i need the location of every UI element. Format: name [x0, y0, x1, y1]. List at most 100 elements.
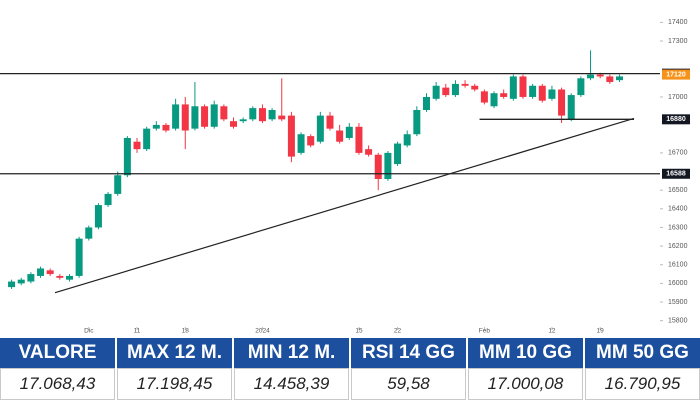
candle-body: [422, 96, 430, 110]
y-tick-label: 16100: [668, 262, 688, 269]
candle-body: [94, 205, 102, 228]
candle-body: [490, 93, 498, 107]
candle-body: [548, 89, 556, 99]
x-tick-label: 12: [548, 328, 556, 335]
candle-body: [27, 274, 35, 282]
candle-body: [509, 76, 517, 99]
candle-body: [606, 76, 614, 83]
candle-body: [500, 93, 508, 97]
table-header: VALORE: [0, 338, 115, 368]
candle-body: [480, 91, 488, 103]
candle-body: [577, 78, 585, 96]
x-tick-label: 19: [597, 328, 605, 335]
table-header: MAX 12 M.: [117, 338, 232, 368]
price-label: 17120: [666, 71, 686, 78]
candle-body: [355, 126, 363, 153]
y-tick-label: 15900: [668, 299, 688, 306]
candle-body: [181, 104, 189, 131]
candle-body: [258, 108, 266, 122]
candle-body: [451, 83, 459, 96]
price-label-box: [662, 168, 690, 179]
candle-body: [37, 268, 45, 276]
candle-body: [75, 238, 83, 276]
x-tick-label: 15: [355, 328, 363, 335]
candle-body: [85, 227, 93, 239]
candle-body: [287, 115, 295, 157]
y-tick-label: 17400: [668, 19, 688, 26]
candle-body: [278, 115, 286, 120]
x-tick-label: Feb: [479, 328, 491, 335]
x-tick-label: Dic: [84, 328, 94, 335]
candle-body: [152, 124, 160, 129]
candle-body: [123, 137, 131, 176]
y-tick-label: 16000: [668, 280, 688, 287]
price-label-box: [662, 114, 690, 125]
y-tick-label: 15800: [668, 318, 688, 325]
candle-body: [413, 110, 421, 135]
candle-body: [384, 152, 392, 179]
y-tick-label: 16500: [668, 187, 688, 194]
candle-body: [529, 85, 537, 97]
candle-body: [210, 104, 218, 127]
candle-body: [143, 128, 151, 150]
candle-body: [297, 134, 305, 153]
candle-body: [403, 134, 411, 146]
candle-body: [432, 85, 440, 99]
candle-body: [307, 136, 315, 146]
chart: 17400 17300 17000 16700 16500 16400 16300 16200…: [0, 19, 690, 335]
candle-body: [8, 281, 16, 288]
candle-body: [249, 108, 257, 120]
candle-body: [471, 85, 479, 90]
candle-body: [336, 130, 344, 142]
candle-body: [345, 126, 353, 138]
x-tick-label: 18: [182, 328, 190, 335]
candle-body: [133, 141, 141, 150]
candle-body: [220, 106, 228, 120]
x-tick-label: 11: [134, 328, 141, 335]
x-tick-label: 2024: [255, 328, 270, 335]
table-header: RSI 14 GG: [351, 338, 466, 368]
table-value: 16.790,95: [585, 368, 700, 400]
table-header: MM 50 GG: [585, 338, 700, 368]
candle-body: [239, 119, 247, 122]
candle-body: [442, 87, 450, 96]
candle-body: [615, 76, 623, 81]
candle-body: [316, 115, 324, 142]
candle-body: [104, 193, 112, 206]
candle-body: [172, 104, 180, 129]
candle-body: [596, 74, 604, 77]
table-value: 17.198,45: [117, 368, 232, 400]
candle-body: [538, 85, 546, 101]
price-label: 16880: [666, 116, 686, 123]
table-header: MM 10 GG: [468, 338, 583, 368]
stats-table: VALORE MAX 12 M. MIN 12 M. RSI 14 GG MM 10 G…: [0, 338, 700, 400]
y-tick-label: 17000: [668, 94, 688, 101]
candle-body: [201, 106, 209, 127]
price-label-box: [662, 69, 690, 80]
candle-body: [374, 154, 382, 179]
y-tick-label: 16200: [668, 243, 688, 250]
candle-body: [365, 149, 373, 155]
y-tick-label: 16300: [668, 224, 688, 231]
candle-body: [394, 143, 402, 165]
candle-body: [17, 279, 25, 284]
table-value: 59,58: [351, 368, 466, 400]
candle-body: [567, 95, 575, 120]
candle-body: [326, 115, 334, 129]
candle-body: [191, 106, 199, 129]
y-tick-label: 17300: [668, 38, 688, 45]
table-value: 17.068,43: [0, 368, 115, 400]
trendline: [54, 117, 635, 294]
candle-body: [268, 110, 276, 120]
candle-body: [162, 124, 170, 131]
candle-body: [519, 76, 527, 97]
y-tick-label: 16700: [668, 150, 688, 157]
table-value: 14.458,39: [234, 368, 349, 400]
candle-body: [461, 83, 469, 86]
price-label: 16588: [666, 171, 686, 178]
y-tick-label: 16400: [668, 206, 688, 213]
candle-body: [46, 270, 54, 275]
candle-body: [114, 175, 122, 194]
x-tick-label: 22: [394, 328, 402, 335]
